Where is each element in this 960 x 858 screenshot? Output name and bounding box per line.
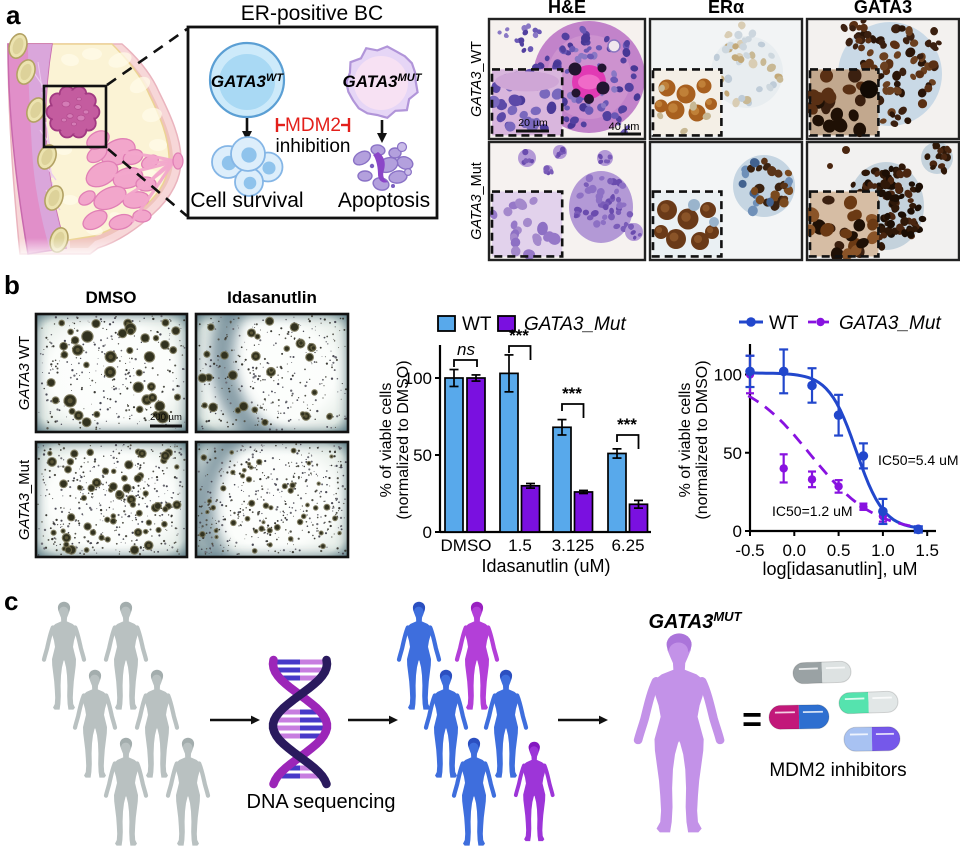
svg-text:GATA3: GATA3 [854,0,912,17]
svg-text:DNA sequencing: DNA sequencing [247,791,396,813]
svg-text:GATA3_Mut: GATA3_Mut [16,459,33,540]
svg-text:MDM2 inhibitors: MDM2 inhibitors [769,760,906,781]
svg-text:100: 100 [714,366,742,385]
svg-text:(normalized to DMSO): (normalized to DMSO) [395,360,412,519]
svg-text:% of viable cells: % of viable cells [677,383,694,498]
svg-text:50: 50 [723,444,742,463]
svg-text:b: b [4,270,20,300]
svg-text:MDM2: MDM2 [285,115,341,136]
svg-text:log[idasanutlin], uM: log[idasanutlin], uM [762,559,917,579]
svg-text:GATA3_WT: GATA3_WT [469,41,485,117]
svg-text:200 µm: 200 µm [150,412,182,423]
svg-text:0.0: 0.0 [782,541,806,560]
svg-text:GATA3 WT: GATA3 WT [16,336,33,410]
svg-text:40 µm: 40 µm [609,121,640,133]
svg-text:Idasanutlin (uM): Idasanutlin (uM) [481,556,610,576]
svg-text:GATA3_Mut: GATA3_Mut [469,162,485,240]
svg-text:***: *** [617,415,637,434]
svg-text:***: *** [509,326,529,345]
svg-text:50: 50 [413,446,432,465]
svg-text:3.125: 3.125 [552,536,595,555]
svg-text:Apoptosis: Apoptosis [338,189,430,212]
svg-text:0: 0 [423,523,432,542]
svg-text:H&E: H&E [548,0,586,17]
svg-text:=: = [742,701,762,739]
svg-text:% of viable cells: % of viable cells [378,383,395,498]
svg-text:1.5: 1.5 [915,541,939,560]
svg-text:a: a [6,0,21,30]
svg-text:Cell survival: Cell survival [190,189,303,212]
svg-text:ER-positive BC: ER-positive BC [241,2,383,25]
svg-text:c: c [4,586,18,616]
svg-text:GATA3_Mut: GATA3_Mut [839,313,941,334]
svg-text:1.5: 1.5 [508,536,532,555]
svg-text:WT: WT [462,314,492,335]
svg-text:WT: WT [769,313,799,334]
svg-text:IC50=1.2 uM: IC50=1.2 uM [772,503,853,519]
svg-text:0: 0 [733,522,742,541]
svg-text:-0.5: -0.5 [735,541,764,560]
svg-text:ERα: ERα [708,0,744,17]
svg-text:Idasanutlin: Idasanutlin [227,288,317,307]
svg-text:ns: ns [457,340,475,359]
svg-text:GATA3_Mut: GATA3_Mut [524,314,626,335]
svg-text:inhibition: inhibition [276,136,351,157]
svg-text:DMSO: DMSO [441,536,492,555]
svg-text:(normalized to DMSO): (normalized to DMSO) [694,360,711,519]
svg-text:***: *** [562,384,582,403]
svg-text:0.5: 0.5 [827,541,851,560]
svg-text:DMSO: DMSO [86,288,137,307]
svg-text:6.25: 6.25 [611,536,644,555]
svg-text:20 µm: 20 µm [518,117,548,129]
svg-text:1.0: 1.0 [871,541,895,560]
svg-text:IC50=5.4 uM: IC50=5.4 uM [878,452,959,468]
